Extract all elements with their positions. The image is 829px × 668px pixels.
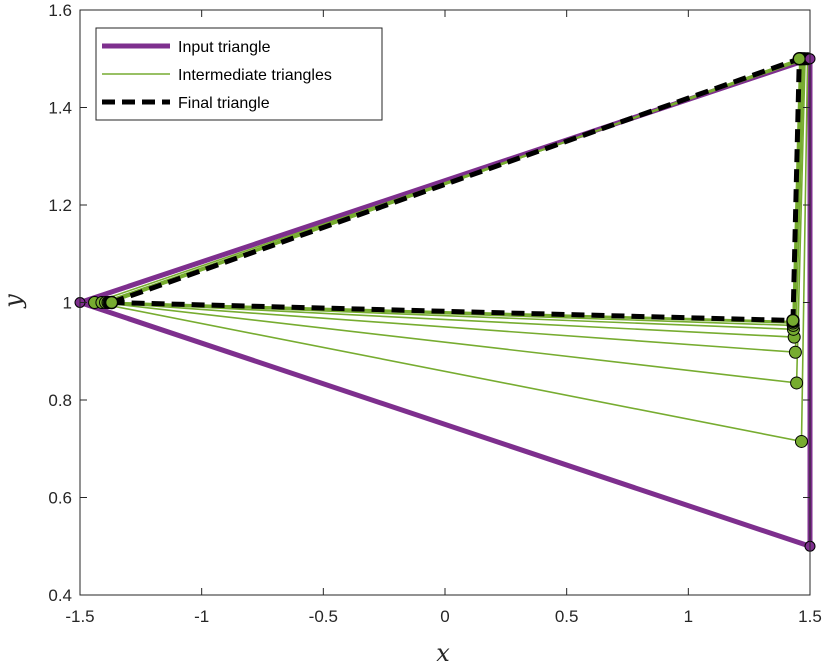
final-vertex-1 — [792, 52, 806, 66]
y-tick-label: 0.6 — [48, 489, 72, 508]
input-triangle-line — [77, 56, 813, 549]
y-ticks: 0.4 0.6 0.8 1 1.2 1.4 1.6 — [48, 1, 810, 605]
y-tick-label: 0.8 — [48, 391, 72, 410]
intermediate-vertex-1-2 — [790, 376, 804, 390]
x-tick-label: -1 — [194, 607, 209, 626]
x-ticks: -1.5 -1 -0.5 0 0.5 1 1.5 — [65, 10, 822, 626]
legend-label-intermediate: Intermediate triangles — [178, 67, 332, 84]
y-tick-label: 0.4 — [48, 586, 72, 605]
x-tick-label: -1.5 — [65, 607, 94, 626]
y-tick-label: 1 — [63, 294, 72, 313]
y-tick-label: 1.2 — [48, 196, 72, 215]
legend: Input triangle Intermediate triangles Fi… — [95, 27, 383, 121]
final-vertex-2 — [786, 313, 800, 328]
x-tick-label: 1.5 — [798, 607, 822, 626]
y-axis-label: y — [0, 294, 27, 309]
x-tick-label: -0.5 — [309, 607, 338, 626]
legend-label-input: Input triangle — [178, 39, 271, 56]
x-tick-label: 0.5 — [555, 607, 579, 626]
x-tick-label: 1 — [684, 607, 693, 626]
final-triangle-line — [110, 55, 802, 324]
plot-content — [74, 52, 816, 552]
final-vertex-0 — [104, 295, 119, 310]
intermediate-vertex-0-2 — [794, 434, 808, 448]
legend-label-final: Final triangle — [178, 95, 270, 112]
x-axis-label: x — [436, 639, 450, 667]
x-tick-label: 0 — [440, 607, 449, 626]
y-tick-label: 1.6 — [48, 1, 72, 20]
y-tick-label: 1.4 — [48, 99, 72, 118]
intermediate-vertex-2-2 — [788, 345, 802, 359]
